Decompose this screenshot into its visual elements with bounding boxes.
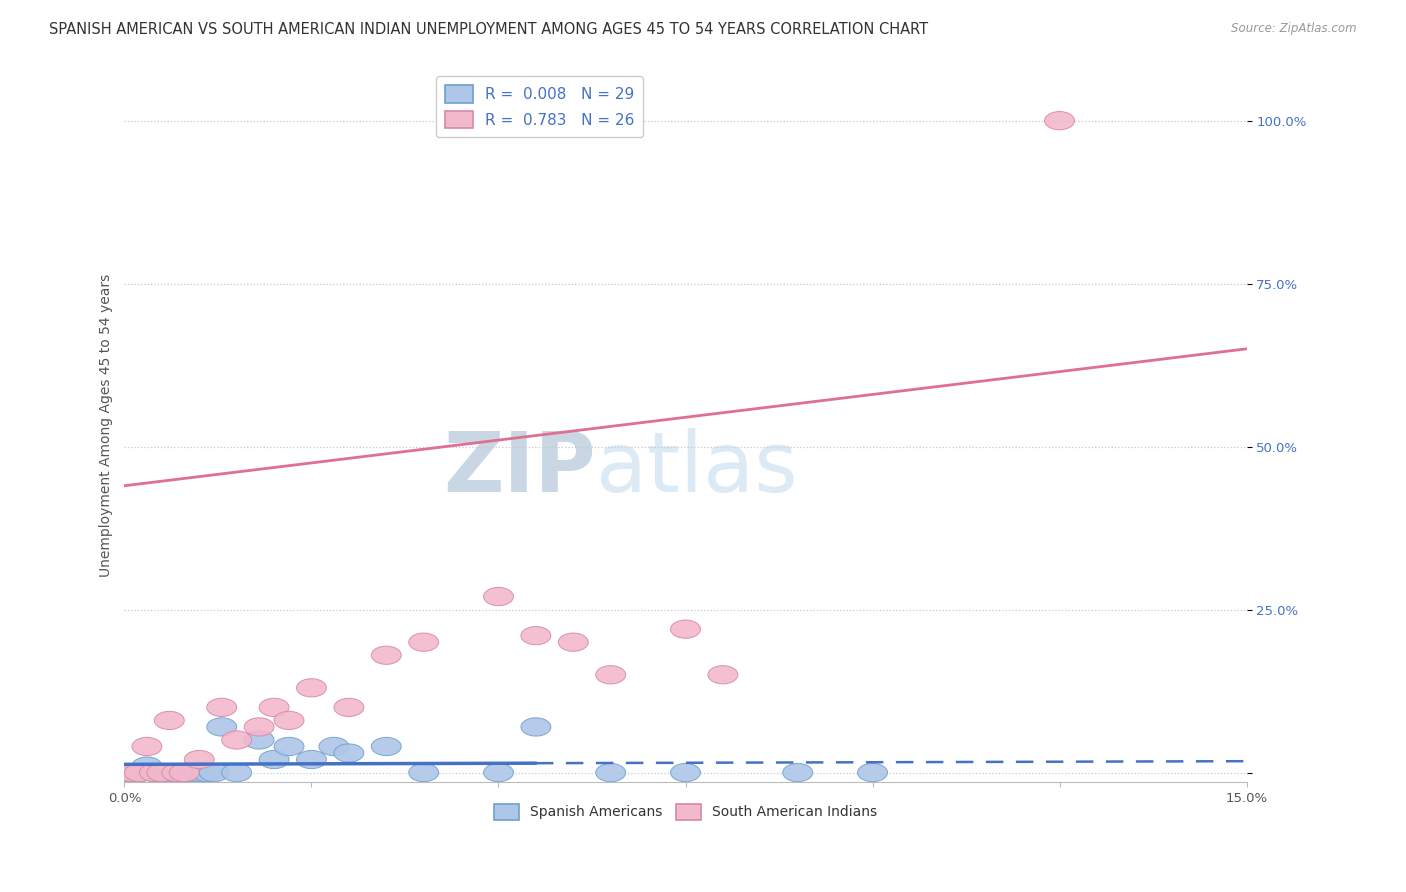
Ellipse shape [484, 764, 513, 781]
Legend: Spanish Americans, South American Indians: Spanish Americans, South American Indian… [488, 798, 883, 825]
Ellipse shape [709, 665, 738, 684]
Ellipse shape [139, 764, 169, 781]
Ellipse shape [169, 764, 200, 781]
Ellipse shape [259, 750, 290, 769]
Ellipse shape [409, 764, 439, 781]
Text: ZIP: ZIP [443, 428, 596, 508]
Ellipse shape [132, 757, 162, 775]
Ellipse shape [371, 738, 401, 756]
Ellipse shape [110, 764, 139, 781]
Ellipse shape [522, 626, 551, 645]
Ellipse shape [596, 764, 626, 781]
Ellipse shape [162, 764, 191, 781]
Ellipse shape [200, 764, 229, 781]
Ellipse shape [297, 750, 326, 769]
Ellipse shape [155, 764, 184, 781]
Ellipse shape [110, 764, 139, 781]
Ellipse shape [371, 646, 401, 665]
Ellipse shape [125, 764, 155, 781]
Ellipse shape [222, 764, 252, 781]
Ellipse shape [671, 620, 700, 639]
Ellipse shape [222, 731, 252, 749]
Ellipse shape [207, 718, 236, 736]
Ellipse shape [274, 738, 304, 756]
Y-axis label: Unemployment Among Ages 45 to 54 years: Unemployment Among Ages 45 to 54 years [100, 274, 114, 577]
Ellipse shape [245, 718, 274, 736]
Ellipse shape [274, 711, 304, 730]
Ellipse shape [155, 711, 184, 730]
Ellipse shape [297, 679, 326, 697]
Text: Source: ZipAtlas.com: Source: ZipAtlas.com [1232, 22, 1357, 36]
Ellipse shape [484, 588, 513, 606]
Ellipse shape [522, 718, 551, 736]
Ellipse shape [783, 764, 813, 781]
Ellipse shape [184, 750, 214, 769]
Ellipse shape [117, 764, 146, 781]
Ellipse shape [1045, 112, 1074, 130]
Ellipse shape [409, 633, 439, 651]
Ellipse shape [319, 738, 349, 756]
Ellipse shape [207, 698, 236, 716]
Ellipse shape [671, 764, 700, 781]
Text: atlas: atlas [596, 428, 797, 508]
Ellipse shape [596, 665, 626, 684]
Ellipse shape [169, 764, 200, 781]
Text: SPANISH AMERICAN VS SOUTH AMERICAN INDIAN UNEMPLOYMENT AMONG AGES 45 TO 54 YEARS: SPANISH AMERICAN VS SOUTH AMERICAN INDIA… [49, 22, 928, 37]
Ellipse shape [146, 764, 177, 781]
Ellipse shape [139, 764, 169, 781]
Ellipse shape [117, 764, 146, 781]
Ellipse shape [146, 764, 177, 781]
Ellipse shape [132, 738, 162, 756]
Ellipse shape [333, 698, 364, 716]
Ellipse shape [333, 744, 364, 762]
Ellipse shape [558, 633, 588, 651]
Ellipse shape [125, 764, 155, 781]
Ellipse shape [259, 698, 290, 716]
Ellipse shape [858, 764, 887, 781]
Ellipse shape [191, 764, 222, 781]
Ellipse shape [245, 731, 274, 749]
Ellipse shape [162, 764, 191, 781]
Ellipse shape [184, 764, 214, 781]
Ellipse shape [177, 764, 207, 781]
